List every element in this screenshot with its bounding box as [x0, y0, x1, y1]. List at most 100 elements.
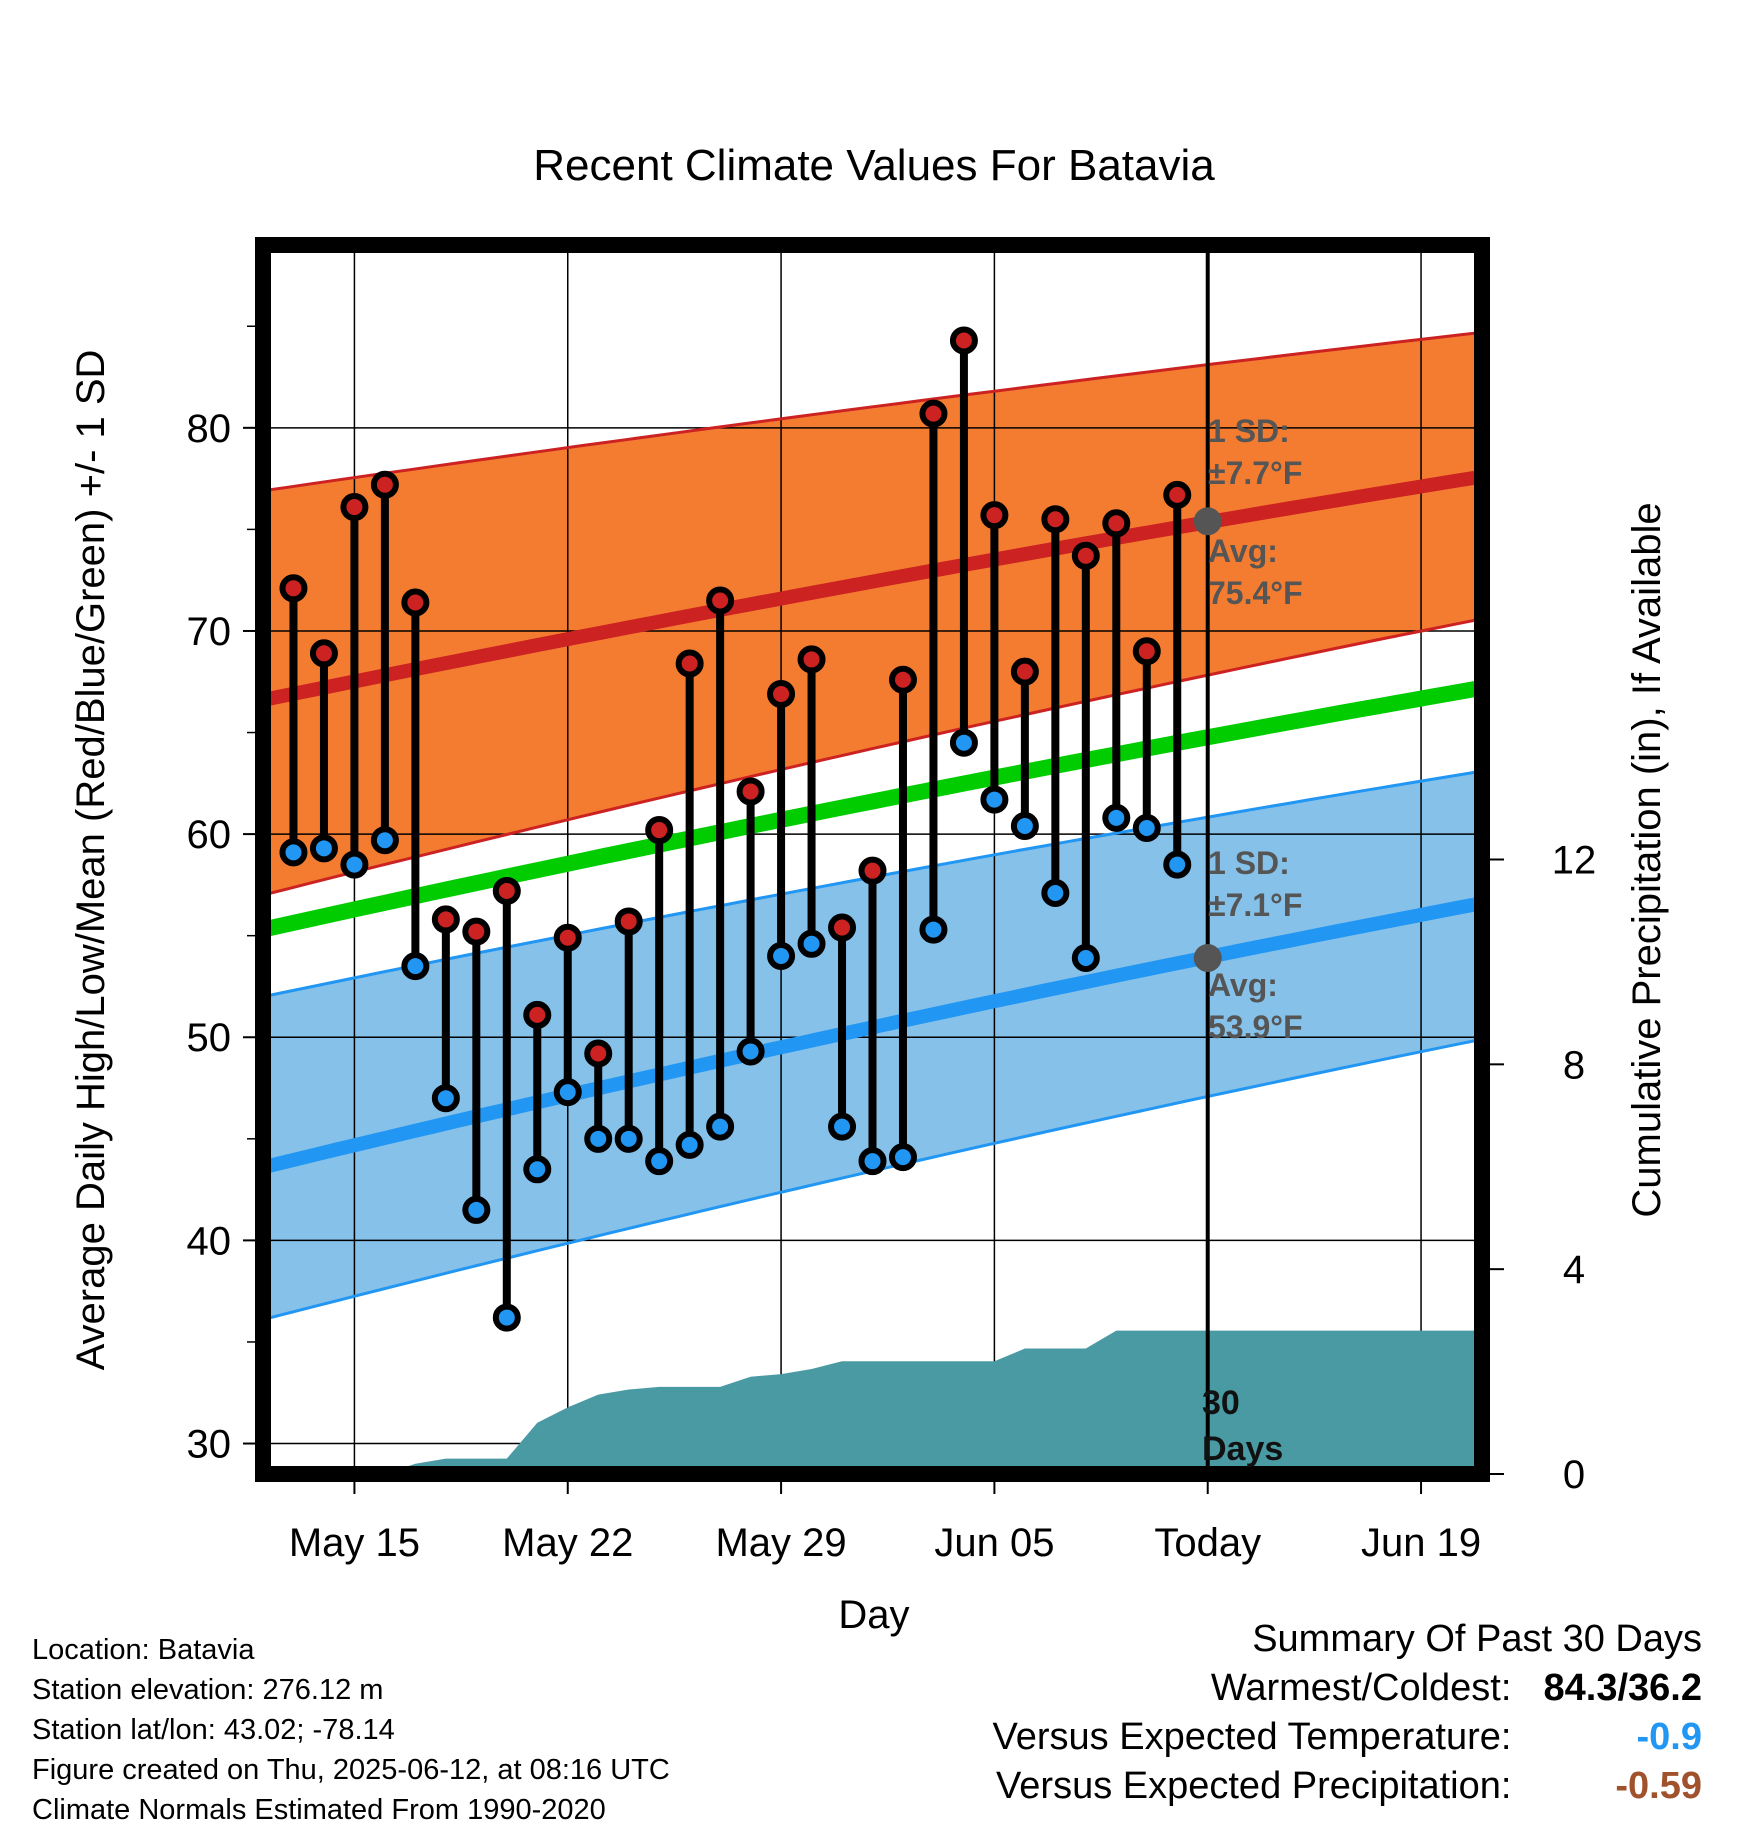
low-point [309, 834, 338, 863]
precip-row: Versus Expected Precipitation: -0.59 [993, 1762, 1702, 1811]
today-low-avg-marker [1193, 944, 1222, 973]
low-point [919, 915, 948, 944]
high-point [1163, 480, 1192, 509]
high-normal-line [263, 469, 1482, 707]
high-point [523, 1000, 552, 1029]
precipitation-area [293, 1330, 1482, 1474]
low-point [614, 1124, 643, 1153]
low-point [462, 1195, 491, 1224]
high-upper-sd-line [263, 330, 1482, 493]
high-point [736, 777, 765, 806]
low-point [645, 1147, 674, 1176]
high-point [1102, 509, 1131, 538]
low-point [431, 1084, 460, 1113]
y-tick-label: 70 [187, 610, 232, 654]
low-point [1041, 879, 1070, 908]
low-point [858, 1147, 887, 1176]
x-axis-title: Day [838, 1593, 909, 1637]
low-point [675, 1130, 704, 1159]
high-point [370, 470, 399, 499]
low-point [1163, 850, 1192, 879]
low-point [828, 1112, 857, 1141]
y2-tick-label: 8 [1563, 1043, 1585, 1087]
high-point [1041, 505, 1070, 534]
precip-value: -0.59 [1615, 1765, 1702, 1807]
low-point [1010, 811, 1039, 840]
low-point [584, 1124, 613, 1153]
high-point [888, 665, 917, 694]
latlon-text: Station lat/lon: 43.02; -78.14 [32, 1714, 395, 1746]
high-point [1132, 637, 1161, 666]
low-point [401, 952, 430, 981]
high-avg-value: 75.4°F [1208, 575, 1303, 611]
low-point [492, 1303, 521, 1332]
high-point [309, 639, 338, 668]
y2-tick-label: 4 [1563, 1248, 1585, 1292]
mean-normal-line [263, 679, 1482, 938]
low-point [736, 1037, 765, 1066]
plot-frame [255, 237, 1490, 1482]
low-point [1102, 803, 1131, 832]
chart-title: Recent Climate Values For Batavia [533, 141, 1215, 190]
low-avg-value: 53.9°F [1208, 1009, 1303, 1045]
high-point [797, 645, 826, 674]
high-sd-label: 1 SD: [1208, 413, 1290, 449]
plot-inner [263, 245, 1482, 1474]
days-word: Days [1202, 1430, 1283, 1468]
warmest-row: Warmest/Coldest: 84.3/36.2 [993, 1664, 1702, 1713]
high-point [614, 907, 643, 936]
high-point [1010, 657, 1039, 686]
y-tick-label: 80 [187, 407, 232, 451]
high-point [431, 905, 460, 934]
summary-panel: Summary Of Past 30 Days Warmest/Coldest:… [993, 1615, 1702, 1811]
high-point [462, 917, 491, 946]
y-tick-label: 60 [187, 813, 232, 857]
temp-value: -0.9 [1636, 1716, 1702, 1758]
y-tick-label: 50 [187, 1016, 232, 1060]
high-point [645, 816, 674, 845]
temp-label: Versus Expected Temperature: [992, 1716, 1512, 1758]
station-info: Location: Batavia Station elevation: 276… [32, 1630, 670, 1830]
high-point [1071, 541, 1100, 570]
y-tick-label: 30 [187, 1423, 232, 1467]
high-point [492, 876, 521, 905]
normals-text: Climate Normals Estimated From 1990-2020 [32, 1794, 606, 1826]
low-avg-label: Avg: [1208, 967, 1278, 1003]
high-lower-sd-line [263, 617, 1482, 897]
high-point [553, 923, 582, 952]
y2-tick-label: 12 [1552, 839, 1597, 883]
normals-annotations: 1 SD: ±7.7°F Avg: 75.4°F 1 SD: ±7.1°F Av… [1202, 413, 1303, 1468]
days-count: 30 [1202, 1384, 1240, 1422]
low-point [279, 838, 308, 867]
high-point [340, 493, 369, 522]
high-point [949, 326, 978, 355]
y-axis-title: Average Daily High/Low/Mean (Red/Blue/Gr… [69, 350, 113, 1371]
low-point [980, 785, 1009, 814]
low-point [1071, 944, 1100, 973]
location-text: Location: Batavia [32, 1634, 255, 1666]
x-tick-label: Today [1154, 1521, 1261, 1565]
x-tick-label: Jun 19 [1361, 1521, 1481, 1565]
high-point [279, 574, 308, 603]
high-point [706, 586, 735, 615]
temp-row: Versus Expected Temperature: -0.9 [993, 1713, 1702, 1762]
high-point [828, 913, 857, 942]
high-point [919, 399, 948, 428]
low-sd-value: ±7.1°F [1208, 887, 1302, 923]
high-point [980, 501, 1009, 530]
low-sd-label: 1 SD: [1208, 845, 1290, 881]
x-tick-label: Jun 05 [934, 1521, 1054, 1565]
low-point [523, 1155, 552, 1184]
low-point [949, 728, 978, 757]
x-tick-label: May 29 [715, 1521, 846, 1565]
summary-title: Summary Of Past 30 Days [1252, 1618, 1702, 1660]
high-point [858, 856, 887, 885]
high-point [584, 1039, 613, 1068]
low-point [767, 941, 796, 970]
high-avg-label: Avg: [1208, 533, 1278, 569]
today-high-avg-marker [1193, 507, 1222, 536]
warmest-value: 84.3/36.2 [1543, 1667, 1702, 1709]
x-tick-label: May 22 [502, 1521, 633, 1565]
plot-area [255, 237, 1490, 1482]
